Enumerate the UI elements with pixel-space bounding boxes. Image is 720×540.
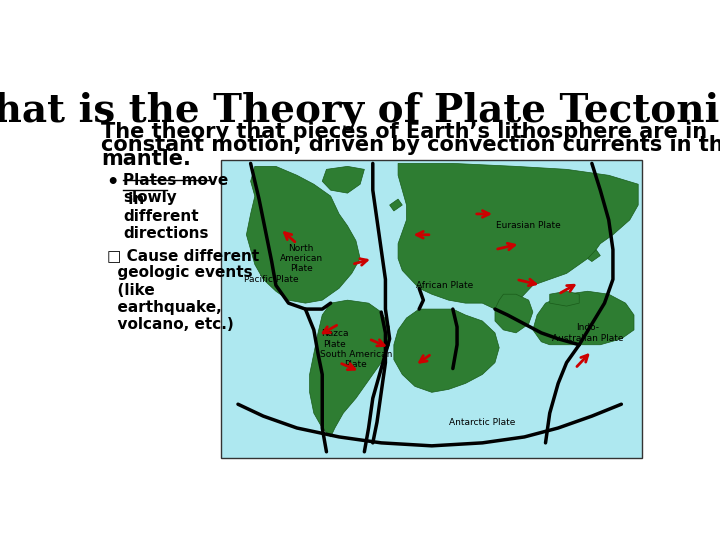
Text: Eurasian Plate: Eurasian Plate [496,221,561,231]
Text: North
American
Plate: North American Plate [279,244,323,273]
FancyBboxPatch shape [221,160,642,458]
Text: Antarctic Plate: Antarctic Plate [449,417,516,427]
Text: constant motion, driven by convection currents in the: constant motion, driven by convection cu… [101,136,720,156]
Text: in
different
directions: in different directions [124,192,209,241]
Polygon shape [323,166,364,193]
Text: Plates move
slowly: Plates move slowly [124,173,229,205]
Text: South American
Plate: South American Plate [320,350,392,369]
Text: •: • [107,173,119,192]
Text: African Plate: African Plate [415,281,473,290]
Polygon shape [533,291,634,345]
Text: □ Cause different
  geologic events
  (like
  earthquake,
  volcano, etc.): □ Cause different geologic events (like … [107,248,259,332]
Polygon shape [495,294,533,333]
Text: mantle.: mantle. [101,149,191,169]
Text: Pacific Plate: Pacific Plate [244,275,299,284]
Polygon shape [390,199,402,211]
Text: What is the Theory of Plate Tectonics?: What is the Theory of Plate Tectonics? [0,92,720,130]
Text: Indo-
Australian Plate: Indo- Australian Plate [552,323,624,342]
Polygon shape [550,291,579,306]
Polygon shape [246,166,360,303]
Polygon shape [398,164,638,309]
Text: Nazca
Plate: Nazca Plate [321,329,348,348]
Text: The theory that pieces of Earth’s lithosphere are in: The theory that pieces of Earth’s lithos… [101,122,707,142]
Polygon shape [310,300,390,437]
Polygon shape [394,309,499,393]
Polygon shape [588,249,600,261]
